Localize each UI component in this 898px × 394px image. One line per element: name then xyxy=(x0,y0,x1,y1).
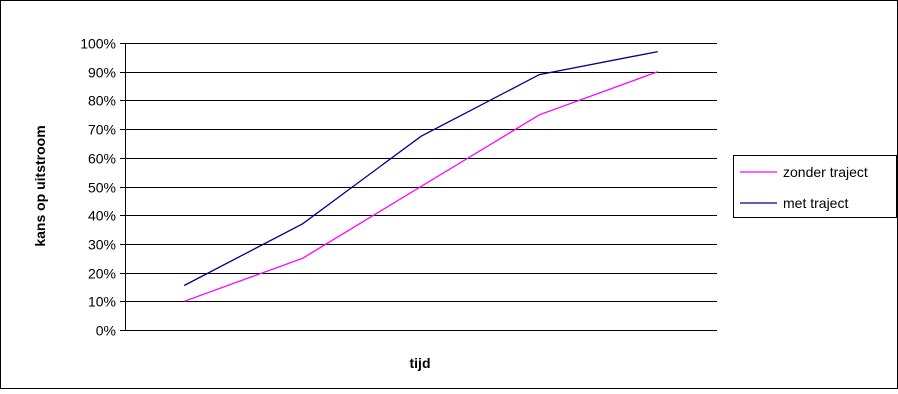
y-axis-title: kans op uitstroom xyxy=(32,125,48,246)
y-tick-label: 20% xyxy=(88,266,116,282)
y-tick-label: 10% xyxy=(88,294,116,310)
y-tick-label: 30% xyxy=(88,237,116,253)
gridlines xyxy=(120,43,717,331)
series-lines xyxy=(183,50,659,302)
y-tick-label: 40% xyxy=(88,208,116,224)
legend-label-met-traject: met traject xyxy=(783,195,848,211)
y-tick-label: 60% xyxy=(88,151,116,167)
y-tick-label: 0% xyxy=(96,323,116,339)
y-tick-label: 50% xyxy=(88,180,116,196)
series-line-met-traject xyxy=(183,50,658,287)
y-tick-label: 80% xyxy=(88,93,116,109)
legend-box xyxy=(733,155,897,218)
x-axis-title: tijd xyxy=(410,355,431,371)
y-tick-label: 100% xyxy=(80,36,116,52)
y-tick-label: 90% xyxy=(88,65,116,81)
y-tick-label: 70% xyxy=(88,122,116,138)
legend: zonder traject met traject xyxy=(733,155,897,218)
series-line-zonder-traject xyxy=(183,71,659,302)
legend-label-zonder-traject: zonder traject xyxy=(783,164,868,180)
y-tick-labels: 0% 10% 20% 30% 40% 50% 60% 70% 80% 90% 100% xyxy=(80,36,116,339)
